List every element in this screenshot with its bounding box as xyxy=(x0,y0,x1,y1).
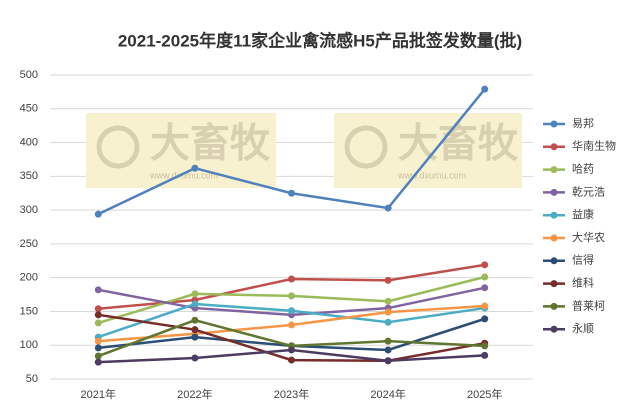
point xyxy=(481,284,489,292)
x-tick-label: 2022年 xyxy=(177,387,212,401)
watermark-logo xyxy=(344,125,388,169)
legend-label: 哈药 xyxy=(572,163,594,176)
y-tick-label: 500 xyxy=(20,69,38,81)
point xyxy=(481,315,489,323)
point xyxy=(94,319,102,327)
point xyxy=(94,358,102,366)
point xyxy=(481,261,489,269)
watermark-text: 大畜牧 xyxy=(398,122,519,166)
legend-marker xyxy=(550,257,558,265)
point xyxy=(288,292,295,300)
legend-label: 大华农 xyxy=(572,230,605,244)
point xyxy=(481,351,489,359)
watermark: 大畜牧 www.dxumu.com 大畜牧 www.dxumu.com xyxy=(86,113,522,188)
watermark-url: www.dxumu.com xyxy=(149,170,218,180)
y-tick-label: 250 xyxy=(20,238,38,250)
y-tick-label: 200 xyxy=(20,272,38,284)
point xyxy=(384,308,392,316)
point xyxy=(191,164,199,172)
point xyxy=(288,356,295,364)
point xyxy=(481,273,489,281)
legend-marker xyxy=(550,302,558,310)
legend-marker xyxy=(550,188,558,196)
point xyxy=(191,300,199,308)
point xyxy=(288,307,295,315)
x-tick-label: 2021年 xyxy=(81,387,116,401)
point xyxy=(384,357,392,365)
watermark-text: 大畜牧 xyxy=(150,122,271,166)
point xyxy=(384,346,392,354)
legend-label: 永顺 xyxy=(572,321,594,335)
legend-marker xyxy=(550,166,558,174)
point xyxy=(191,333,199,341)
legend-label: 维科 xyxy=(572,276,594,290)
legend-marker xyxy=(550,211,558,219)
point xyxy=(481,342,489,350)
y-tick-label: 50 xyxy=(26,373,38,385)
point xyxy=(288,321,295,329)
point xyxy=(94,337,102,345)
series-line xyxy=(98,263,485,310)
point xyxy=(94,344,102,352)
point xyxy=(384,337,392,345)
point xyxy=(191,354,199,362)
legend-marker xyxy=(550,234,558,242)
point xyxy=(384,276,392,284)
watermark-logo xyxy=(96,125,140,169)
watermark-box xyxy=(334,113,522,188)
y-tick-label: 100 xyxy=(20,339,38,351)
point xyxy=(94,305,102,313)
legend-label: 华南生物 xyxy=(572,139,616,153)
y-tick-label: 400 xyxy=(20,136,38,148)
legend-marker xyxy=(550,120,558,128)
y-tick-label: 300 xyxy=(20,204,38,216)
legend-label: 普莱柯 xyxy=(572,298,605,312)
legend-marker xyxy=(550,280,558,288)
point xyxy=(94,286,102,294)
point xyxy=(191,326,199,334)
legend-marker xyxy=(550,143,558,151)
point xyxy=(191,316,199,324)
legend-label: 易邦 xyxy=(572,117,594,130)
legend-label: 乾元浩 xyxy=(572,185,605,198)
chart-title: 2021-2025年度11家企业禽流感H5产品批签发数量(批) xyxy=(118,30,522,50)
point xyxy=(288,346,295,354)
point xyxy=(481,302,489,310)
point xyxy=(288,189,295,197)
x-tick-label: 2024年 xyxy=(370,387,405,401)
legend-marker xyxy=(550,325,558,333)
x-tick-label: 2023年 xyxy=(274,387,309,401)
y-tick-label: 350 xyxy=(20,170,38,182)
point xyxy=(384,318,392,326)
point xyxy=(94,311,102,319)
point xyxy=(191,290,199,298)
point xyxy=(384,204,392,212)
point xyxy=(94,352,102,360)
point xyxy=(288,275,295,283)
legend-label: 益康 xyxy=(572,207,594,221)
point xyxy=(94,210,102,218)
y-tick-label: 450 xyxy=(20,103,38,115)
x-tick-label: 2025年 xyxy=(467,387,502,401)
point xyxy=(481,85,489,93)
legend-label: 信得 xyxy=(572,254,594,267)
watermark-url: www.dxumu.com xyxy=(397,170,466,180)
y-tick-label: 150 xyxy=(20,305,38,317)
point xyxy=(384,297,392,305)
